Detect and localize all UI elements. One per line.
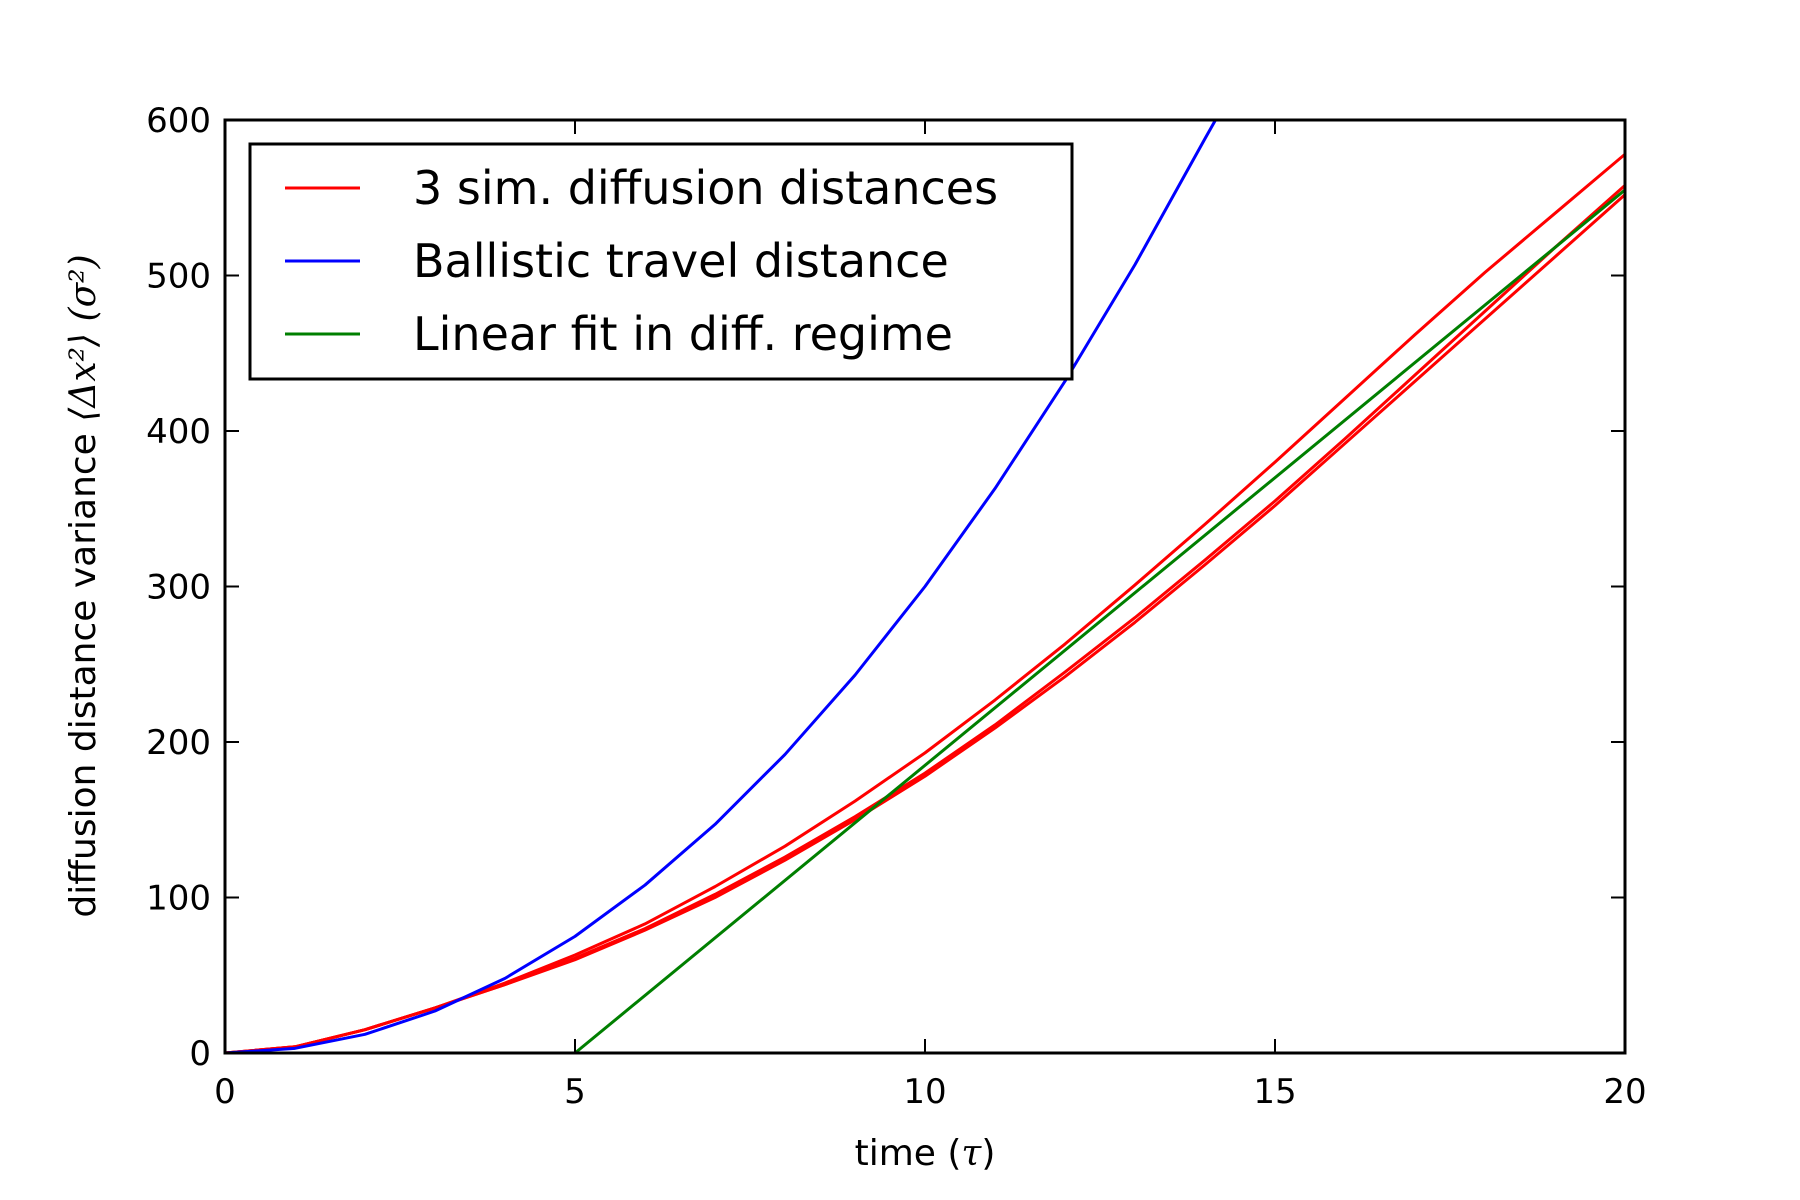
y-tick-label: 0 [189,1034,211,1074]
series-layer [225,120,1625,1053]
x-axis-label-prefix: time ( [855,1133,962,1174]
y-axis-label: diffusion distance variance ⟨Δx²⟩ (σ²) [63,254,104,917]
legend-label-diffusion: 3 sim. diffusion distances [413,161,998,215]
series-line-4 [225,120,1217,1053]
y-tick-label: 100 [146,879,211,919]
x-axis-label: time (τ) [855,1133,996,1174]
x-tick-label: 20 [1603,1072,1646,1112]
x-tick-label: 15 [1253,1072,1296,1112]
legend-label-linear-fit: Linear fit in diff. regime [413,307,953,361]
x-tick-label: 0 [214,1072,236,1112]
x-axis-label-symbol: τ [961,1133,982,1174]
x-tick-label: 10 [903,1072,946,1112]
x-axis-label-suffix: ) [981,1133,995,1174]
y-tick-label: 200 [146,723,211,763]
x-tick-label: 5 [564,1072,586,1112]
y-tick-label: 300 [146,568,211,608]
y-axis-label-prefix: diffusion distance variance [63,422,104,918]
legend-label-ballistic: Ballistic travel distance [413,234,949,288]
y-tick-label: 400 [146,412,211,452]
legend-box [248,142,1074,381]
y-axis-label-symbol: ⟨Δx²⟩ (σ²) [63,254,104,421]
legend: 3 sim. diffusion distances Ballistic tra… [248,142,1074,381]
y-tick-label: 600 [146,101,211,141]
series-line-5 [574,188,1625,1053]
y-tick-label: 500 [146,257,211,297]
